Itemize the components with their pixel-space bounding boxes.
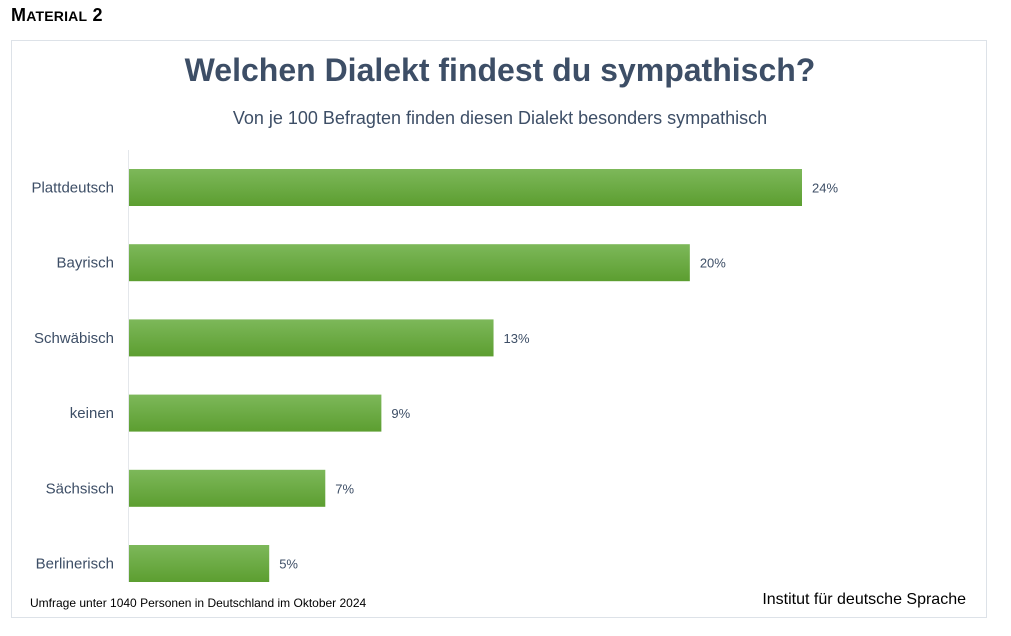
source-label: Institut für deutsche Sprache bbox=[762, 591, 966, 608]
survey-footnote: Umfrage unter 1040 Personen in Deutschla… bbox=[30, 596, 367, 610]
value-label: 24% bbox=[812, 181, 838, 196]
chart-subtitle: Von je 100 Befragten finden diesen Diale… bbox=[232, 108, 768, 128]
category-label: Schwäbisch bbox=[34, 330, 114, 347]
bar bbox=[129, 545, 270, 582]
material-label-rest: ATERIAL bbox=[26, 8, 88, 24]
material-label-initial: M bbox=[11, 5, 27, 25]
bar bbox=[129, 394, 382, 432]
bar bbox=[129, 319, 494, 357]
category-label: Berlinerisch bbox=[36, 556, 114, 573]
chart-title: Welchen Dialekt findest du sympathisch? bbox=[184, 52, 816, 88]
category-label: Sächsisch bbox=[46, 480, 114, 497]
material-label: MATERIAL 2 bbox=[11, 5, 103, 26]
value-label: 13% bbox=[504, 331, 530, 346]
bar bbox=[129, 244, 690, 282]
value-label: 9% bbox=[391, 406, 410, 421]
value-label: 20% bbox=[700, 256, 726, 271]
value-label: 7% bbox=[335, 481, 354, 496]
category-label: Bayrisch bbox=[56, 255, 114, 272]
category-label: Plattdeutsch bbox=[31, 180, 114, 197]
material-number: 2 bbox=[92, 5, 103, 25]
bar bbox=[129, 169, 802, 206]
bar bbox=[129, 469, 326, 507]
value-label: 5% bbox=[279, 557, 298, 572]
category-label: keinen bbox=[70, 405, 114, 422]
